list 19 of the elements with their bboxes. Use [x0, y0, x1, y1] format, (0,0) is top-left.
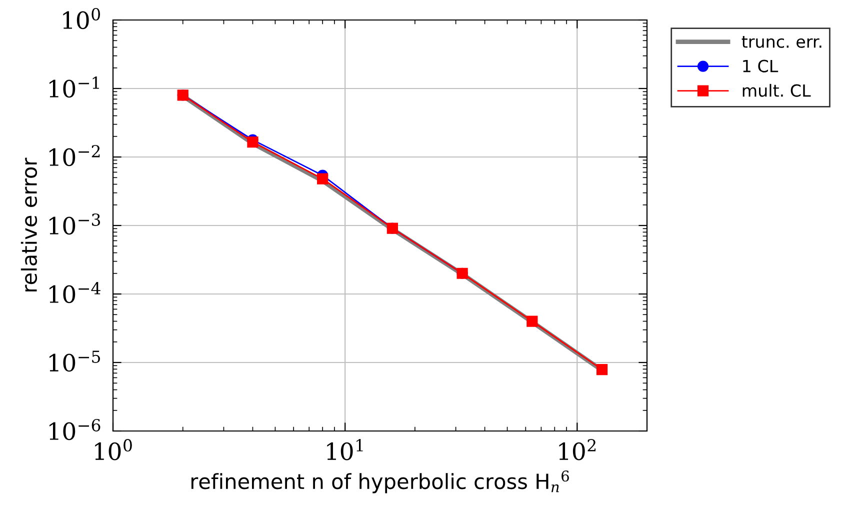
x-tick-label: 10$^{1}$ — [327, 439, 363, 460]
y-axis-title: relative error — [20, 158, 38, 292]
y-tick-label: 10$^{0}$ — [63, 8, 100, 30]
y-tick-label: 10$^{−1}$ — [50, 76, 99, 98]
x-tick-label: 10$^{2}$ — [559, 439, 596, 460]
y-tick-label: 10$^{−4}$ — [50, 282, 100, 304]
legend-label: trunc. err. — [742, 36, 822, 48]
point — [596, 364, 608, 376]
y-tick-label: 10$^{−2}$ — [50, 144, 100, 166]
y-tick-label: 10$^{−5}$ — [50, 350, 100, 372]
point — [526, 316, 538, 327]
legend-label: 1 CL — [743, 60, 778, 72]
y-tick-label: 10$^{−3}$ — [50, 213, 100, 235]
legend-label: mult. CL — [742, 84, 811, 97]
point — [247, 136, 258, 148]
x-axis-title: refinement n of hyperbolic cross H$_{n}$$^{6}$ — [191, 470, 569, 494]
x-tick-label: 10$^{0}$ — [95, 439, 132, 460]
point — [317, 173, 328, 184]
y-tick-label: 10$^{−6}$ — [50, 418, 100, 440]
